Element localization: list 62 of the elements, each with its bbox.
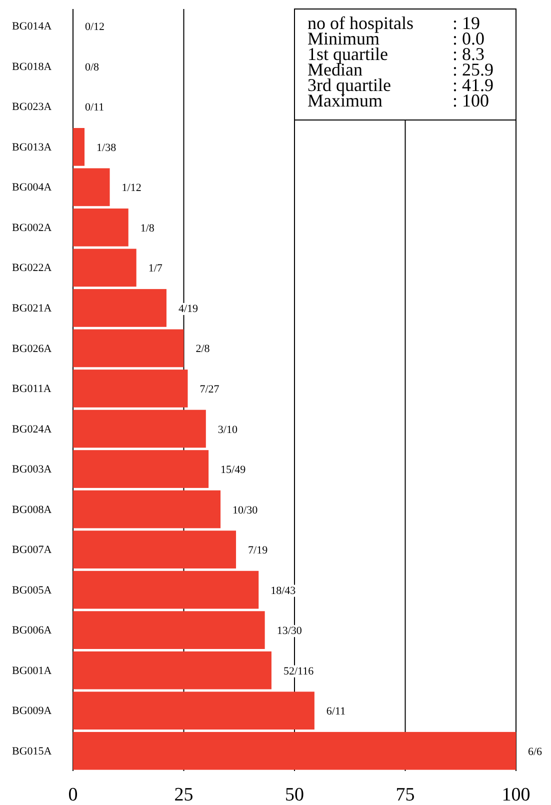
bar [73,370,188,408]
bar [73,611,265,649]
x-tick-label: 50 [285,784,304,805]
annotation: 1/7 [148,262,163,275]
y-tick-label: BG001A [12,664,52,677]
annotation: 7/27 [200,384,220,396]
y-tick-label: BG023A [12,101,52,114]
y-tick-label: BG005A [12,584,52,596]
annotation: 1/8 [140,222,155,234]
annotation: 1/12 [122,182,142,194]
y-tick-label: BG004A [12,182,52,194]
bar [73,289,166,327]
bar [73,692,314,730]
annotation: 7/19 [248,544,268,557]
y-tick-label: BG022A [12,262,52,274]
y-tick-label: BG018A [12,60,52,73]
y-tick-label: BG024A [12,423,52,436]
y-tick-label: BG003A [12,464,52,476]
bar [73,570,259,609]
text: 3rd quartile : 41.9 [308,75,494,95]
bar [73,732,516,770]
y-tick-label: BG006A [12,624,52,637]
annotation: 6/11 [326,706,346,718]
y-tick-label: BG008A [12,504,52,516]
bar [73,450,209,488]
annotation: 6/6 [528,746,543,758]
annotation: 18/43 [270,584,296,597]
bar [73,128,85,166]
annotation: 0/11 [85,102,104,114]
x-tick-label: 75 [396,784,415,805]
y-tick-label: BG014A [12,20,52,33]
annotation: 10/30 [232,504,258,516]
bar [73,490,221,528]
annotation: 0/12 [85,21,105,34]
y-tick-label: BG026A [12,342,52,355]
annotation: 0/8 [85,61,100,74]
bar [73,410,206,448]
x-tick-label: 25 [174,784,194,805]
y-tick-label: BG021A [12,302,52,314]
bar [73,168,110,206]
annotation: 4/19 [178,302,199,315]
bar [73,248,136,287]
y-tick-label: BG002A [12,222,52,234]
annotation: 15/49 [220,464,246,476]
y-tick-label: BG009A [12,705,52,718]
x-tick-label: 100 [502,784,530,805]
y-tick-label: BG011A [12,383,52,396]
annotation: 3/10 [218,424,238,436]
annotation: 13/30 [276,625,302,638]
bar [73,329,184,368]
bar [73,651,272,690]
text: no of hospitals : 19 [308,13,480,33]
annotation: 52/116 [283,665,314,678]
bar [73,530,236,568]
y-tick-label: BG015A [12,745,52,758]
text: 1st quartile : 8.3 [308,44,485,64]
x-tick-label: 0 [68,784,78,805]
y-tick-label: BG007A [12,544,52,556]
bar [73,208,128,246]
annotation: 2/8 [196,343,210,356]
annotation: 1/38 [96,142,117,154]
y-tick-label: BG013A [12,141,52,154]
